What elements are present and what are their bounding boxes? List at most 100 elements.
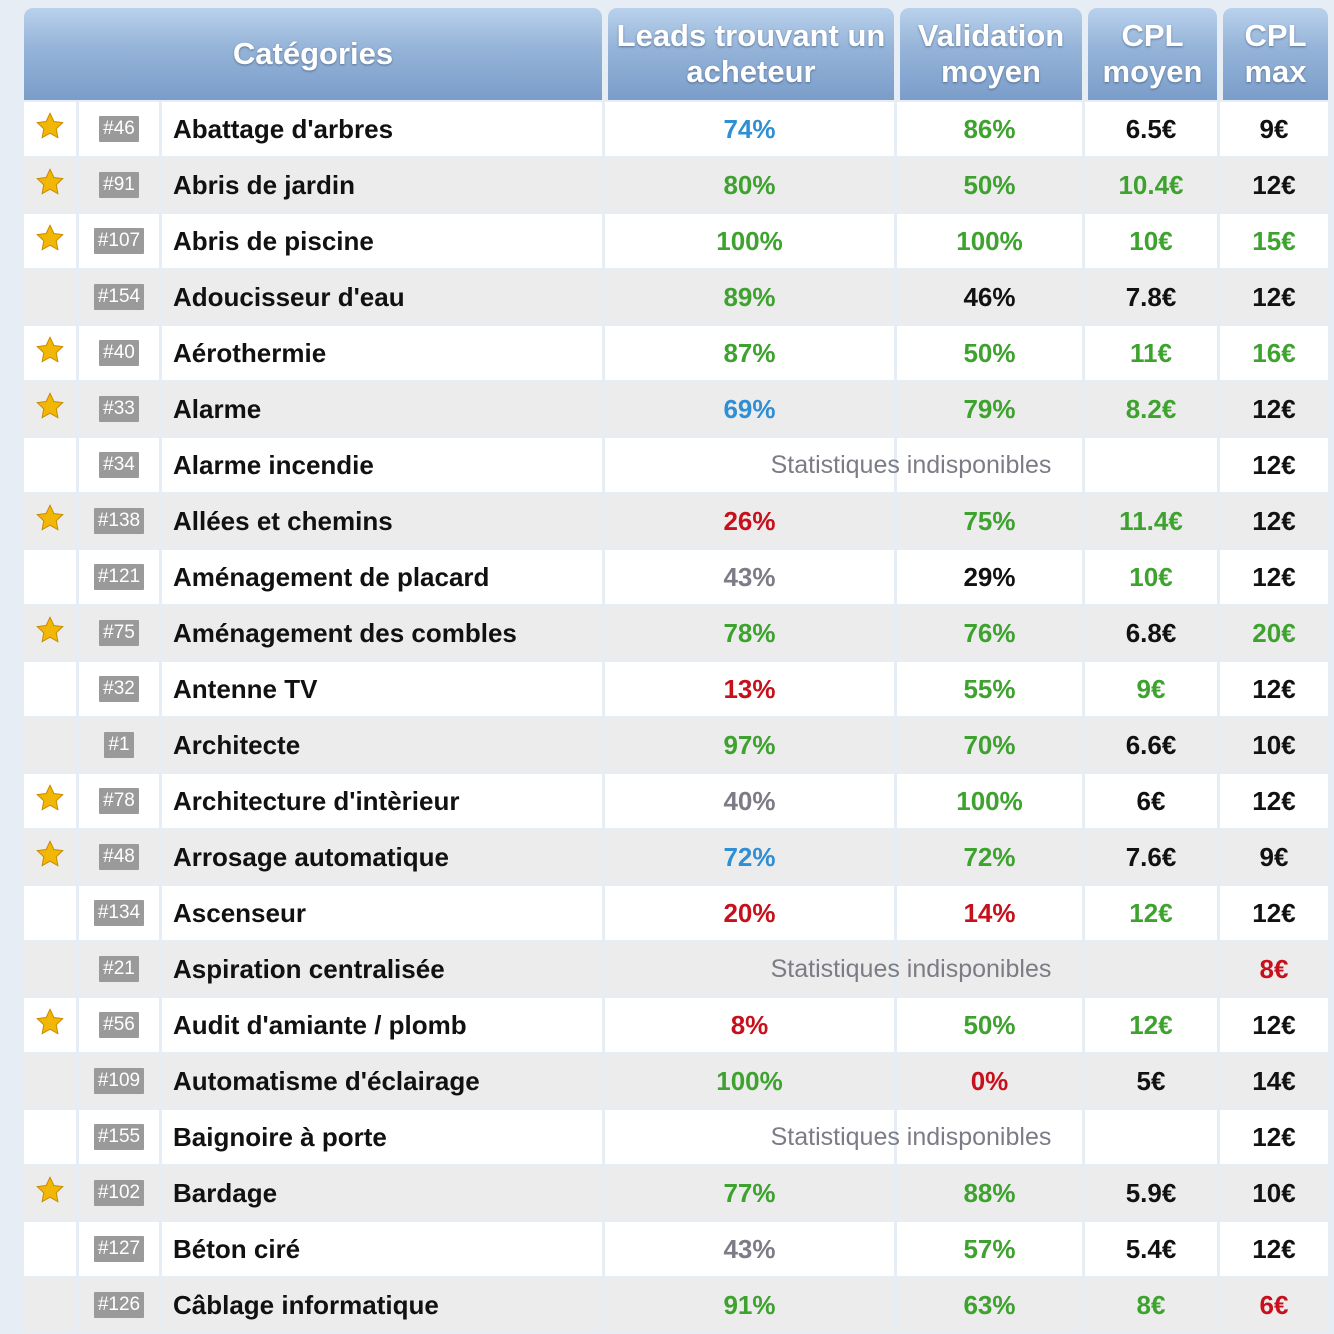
category-name[interactable]: Arrosage automatique — [173, 841, 449, 872]
column-divider — [602, 326, 605, 382]
column-divider — [159, 494, 162, 550]
category-name[interactable]: Audit d'amiante / plomb — [173, 1009, 467, 1040]
cpl-max-value: 10€ — [1252, 729, 1296, 760]
category-name[interactable]: Architecte — [173, 729, 301, 760]
category-id-badge: #1 — [104, 732, 134, 758]
category-name[interactable]: Aménagement de placard — [173, 561, 490, 592]
table-row[interactable]: #40 Aérothermie 87% 50% 11€ 16€ — [24, 326, 1328, 382]
star-icon[interactable] — [35, 223, 65, 260]
table-row[interactable]: #154 Adoucisseur d'eau 89% 46% 7.8€ 12€ — [24, 270, 1328, 326]
table-row[interactable]: #56 Audit d'amiante / plomb 8% 50% 12€ 12€ — [24, 998, 1328, 1054]
favorite-cell[interactable] — [24, 270, 76, 324]
star-icon[interactable] — [35, 503, 65, 540]
table-row[interactable]: #46 Abattage d'arbres 74% 86% 6.5€ 9€ — [24, 102, 1328, 158]
star-icon[interactable] — [35, 839, 65, 876]
validation-value: 100% — [956, 225, 1023, 256]
column-divider — [76, 1110, 79, 1166]
table-row[interactable]: #1 Architecte 97% 70% 6.6€ 10€ — [24, 718, 1328, 774]
column-divider — [1217, 1278, 1220, 1334]
table-row[interactable]: #107 Abris de piscine 100% 100% 10€ 15€ — [24, 214, 1328, 270]
table-row[interactable]: #48 Arrosage automatique 72% 72% 7.6€ 9€ — [24, 830, 1328, 886]
table-row[interactable]: #21 Aspiration centralisée Statistiques in… — [24, 942, 1328, 998]
favorite-cell[interactable] — [24, 1110, 76, 1164]
favorite-cell[interactable] — [24, 382, 76, 436]
cpl-moyen-value: 9€ — [1136, 673, 1166, 704]
category-name[interactable]: Automatisme d'éclairage — [173, 1065, 480, 1096]
table-row[interactable]: #78 Architecture d'intèrieur 40% 100% 6€ 12€ — [24, 774, 1328, 830]
category-name[interactable]: Alarme incendie — [173, 449, 374, 480]
cpl-max-value: 15€ — [1252, 225, 1296, 256]
favorite-cell[interactable] — [24, 550, 76, 604]
favorite-cell[interactable] — [24, 158, 76, 212]
category-name[interactable]: Béton ciré — [173, 1233, 301, 1264]
category-name[interactable]: Abris de piscine — [173, 225, 374, 256]
category-name[interactable]: Antenne TV — [173, 673, 318, 704]
table-row[interactable]: #127 Béton ciré 43% 57% 5.4€ 12€ — [24, 1222, 1328, 1278]
table-row[interactable]: #34 Alarme incendie Statistiques indisponi… — [24, 438, 1328, 494]
favorite-cell[interactable] — [24, 942, 76, 996]
cpl-max-value: 9€ — [1259, 113, 1289, 144]
favorite-cell[interactable] — [24, 774, 76, 828]
category-name[interactable]: Architecture d'intèrieur — [173, 785, 460, 816]
favorite-cell[interactable] — [24, 718, 76, 772]
table-row[interactable]: #75 Aménagement des combles 78% 76% 6.8€ 20€ — [24, 606, 1328, 662]
favorite-cell[interactable] — [24, 662, 76, 716]
star-icon[interactable] — [35, 335, 65, 372]
favorite-cell[interactable] — [24, 998, 76, 1052]
column-divider — [602, 774, 605, 830]
cpl-max-value: 14€ — [1252, 1065, 1296, 1096]
category-name[interactable]: Aérothermie — [173, 337, 327, 368]
header-cpl-max[interactable]: CPL max — [1223, 8, 1328, 100]
table-row[interactable]: #109 Automatisme d'éclairage 100% 0% 5€ 14€ — [24, 1054, 1328, 1110]
favorite-cell[interactable] — [24, 886, 76, 940]
table-row[interactable]: #102 Bardage 77% 88% 5.9€ 10€ — [24, 1166, 1328, 1222]
validation-value: 29% — [963, 561, 1016, 592]
cpl-max-value: 12€ — [1252, 505, 1296, 536]
favorite-cell[interactable] — [24, 494, 76, 548]
favorite-cell[interactable] — [24, 438, 76, 492]
star-icon[interactable] — [35, 167, 65, 204]
category-name[interactable]: Abris de jardin — [173, 169, 356, 200]
validation-value: 50% — [963, 1009, 1016, 1040]
column-divider — [1217, 1222, 1220, 1278]
table-row[interactable]: #155 Baignoire à porte Statistiques indisp… — [24, 1110, 1328, 1166]
star-icon[interactable] — [35, 783, 65, 820]
column-divider — [894, 998, 897, 1054]
category-name[interactable]: Abattage d'arbres — [173, 113, 394, 144]
header-leads[interactable]: Leads trouvant un acheteur — [608, 8, 894, 100]
header-categories[interactable]: Catégories — [24, 8, 602, 100]
category-name[interactable]: Baignoire à porte — [173, 1121, 387, 1152]
table-row[interactable]: #138 Allées et chemins 26% 75% 11.4€ 12€ — [24, 494, 1328, 550]
column-divider — [894, 718, 897, 774]
star-icon[interactable] — [35, 1175, 65, 1212]
favorite-cell[interactable] — [24, 102, 76, 156]
favorite-cell[interactable] — [24, 1166, 76, 1220]
category-name[interactable]: Adoucisseur d'eau — [173, 281, 405, 312]
favorite-cell[interactable] — [24, 1222, 76, 1276]
favorite-cell[interactable] — [24, 606, 76, 660]
header-validation[interactable]: Validation moyen — [900, 8, 1082, 100]
category-name[interactable]: Alarme — [173, 393, 262, 424]
table-row[interactable]: #33 Alarme 69% 79% 8.2€ 12€ — [24, 382, 1328, 438]
favorite-cell[interactable] — [24, 326, 76, 380]
favorite-cell[interactable] — [24, 214, 76, 268]
table-row[interactable]: #32 Antenne TV 13% 55% 9€ 12€ — [24, 662, 1328, 718]
table-row[interactable]: #134 Ascenseur 20% 14% 12€ 12€ — [24, 886, 1328, 942]
category-name[interactable]: Câblage informatique — [173, 1289, 439, 1320]
star-icon[interactable] — [35, 615, 65, 652]
table-row[interactable]: #121 Aménagement de placard 43% 29% 10€ 12€ — [24, 550, 1328, 606]
category-name[interactable]: Bardage — [173, 1177, 278, 1208]
star-icon[interactable] — [35, 1007, 65, 1044]
star-icon[interactable] — [35, 111, 65, 148]
category-name[interactable]: Aménagement des combles — [173, 617, 517, 648]
category-name[interactable]: Allées et chemins — [173, 505, 393, 536]
favorite-cell[interactable] — [24, 1278, 76, 1332]
favorite-cell[interactable] — [24, 830, 76, 884]
favorite-cell[interactable] — [24, 1054, 76, 1108]
column-divider — [894, 1110, 897, 1166]
header-cpl-moyen[interactable]: CPL moyen — [1088, 8, 1217, 100]
table-row[interactable]: #91 Abris de jardin 80% 50% 10.4€ 12€ — [24, 158, 1328, 214]
star-icon[interactable] — [35, 391, 65, 428]
category-name[interactable]: Ascenseur — [173, 897, 306, 928]
category-name[interactable]: Aspiration centralisée — [173, 953, 445, 984]
